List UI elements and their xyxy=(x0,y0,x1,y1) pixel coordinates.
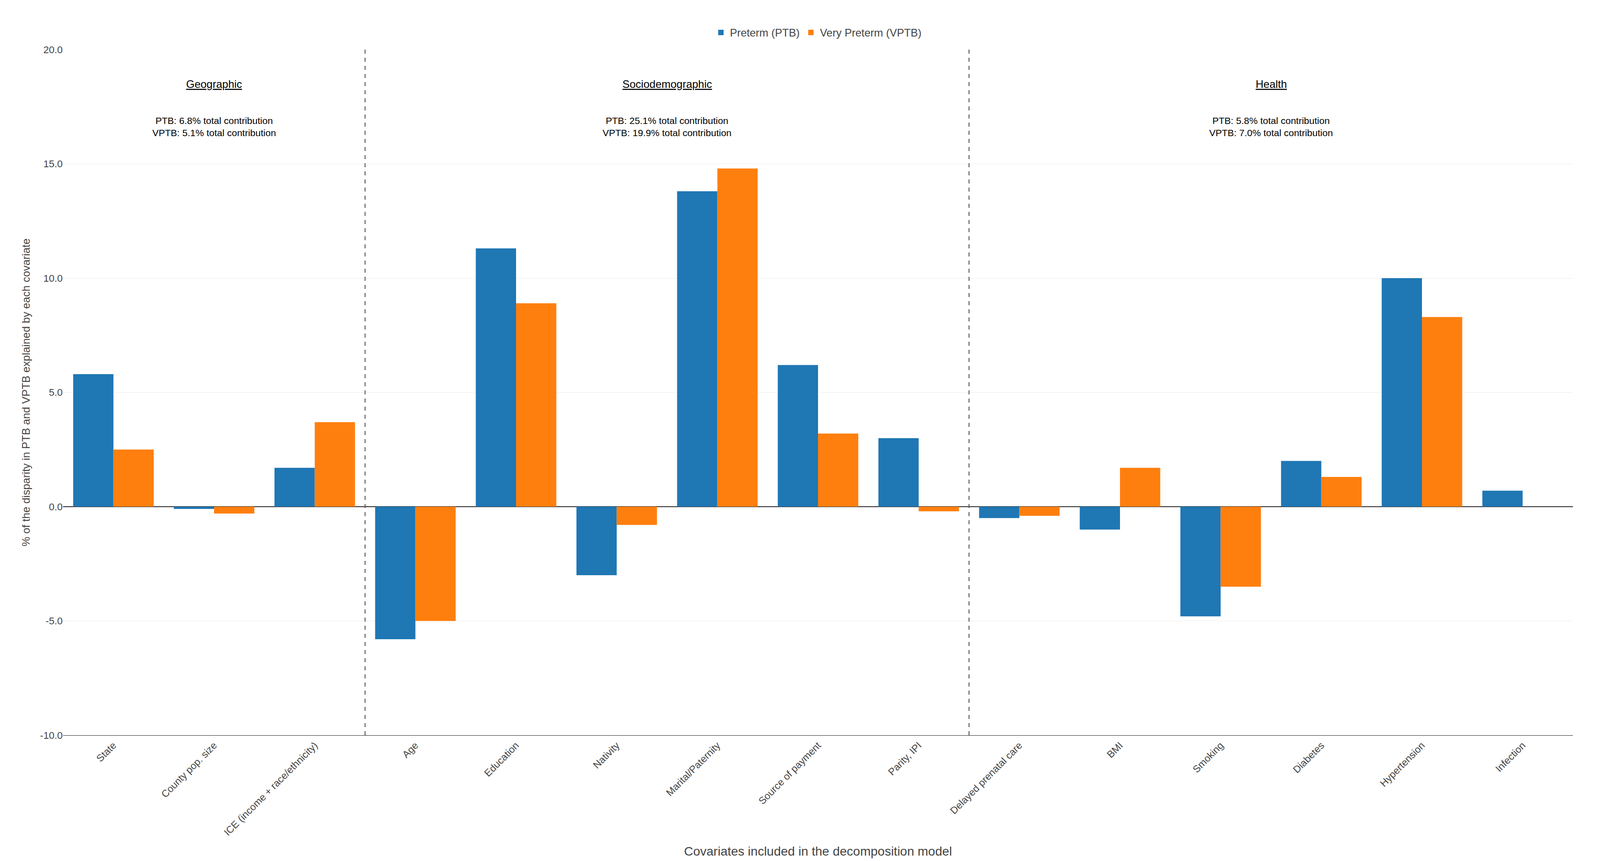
svg-text:Education: Education xyxy=(481,739,522,779)
svg-text:ICE (income + race/ethnicity): ICE (income + race/ethnicity) xyxy=(221,739,320,838)
svg-text:-10.0: -10.0 xyxy=(40,729,63,741)
svg-text:% of the disparity in PTB and: % of the disparity in PTB and VPTB expla… xyxy=(19,238,32,547)
svg-text:Geographic: Geographic xyxy=(186,77,243,91)
svg-text:PTB: 5.8% total contributionVP: PTB: 5.8% total contributionVPTB: 7.0% t… xyxy=(1209,115,1333,138)
svg-text:Delayed prenatal care: Delayed prenatal care xyxy=(947,739,1025,817)
svg-text:Infection: Infection xyxy=(1493,739,1528,774)
svg-text:PTB: 6.8% total contributionVP: PTB: 6.8% total contributionVPTB: 5.1% t… xyxy=(152,115,276,138)
svg-text:Nativity: Nativity xyxy=(590,739,622,771)
svg-text:Age: Age xyxy=(400,739,421,760)
svg-text:Very Preterm (VPTB): Very Preterm (VPTB) xyxy=(819,26,922,39)
svg-text:0.0: 0.0 xyxy=(48,501,63,513)
svg-text:PTB: 25.1% total contributionV: PTB: 25.1% total contributionVPTB: 19.9%… xyxy=(602,115,732,138)
svg-text:20.0: 20.0 xyxy=(43,44,63,56)
svg-text:Preterm (PTB): Preterm (PTB) xyxy=(730,26,800,39)
svg-text:-5.0: -5.0 xyxy=(45,615,63,627)
svg-text:10.0: 10.0 xyxy=(43,272,63,284)
svg-text:15.0: 15.0 xyxy=(43,158,63,170)
svg-text:Diabetes: Diabetes xyxy=(1290,739,1327,776)
svg-text:5.0: 5.0 xyxy=(48,386,63,398)
svg-text:Covariates included in the dec: Covariates included in the decomposition… xyxy=(684,844,953,859)
svg-text:Smoking: Smoking xyxy=(1190,739,1226,775)
svg-text:BMI: BMI xyxy=(1104,739,1125,760)
svg-text:Marital/Paternity: Marital/Paternity xyxy=(663,739,723,799)
svg-text:State: State xyxy=(94,739,119,764)
svg-text:Sociodemographic: Sociodemographic xyxy=(622,77,713,91)
svg-text:County pop. size: County pop. size xyxy=(159,739,220,800)
svg-text:Health: Health xyxy=(1255,77,1287,91)
svg-text:Hypertension: Hypertension xyxy=(1377,739,1427,789)
svg-text:Source of payment: Source of payment xyxy=(756,739,823,807)
svg-text:Parity, IPI: Parity, IPI xyxy=(886,739,924,778)
